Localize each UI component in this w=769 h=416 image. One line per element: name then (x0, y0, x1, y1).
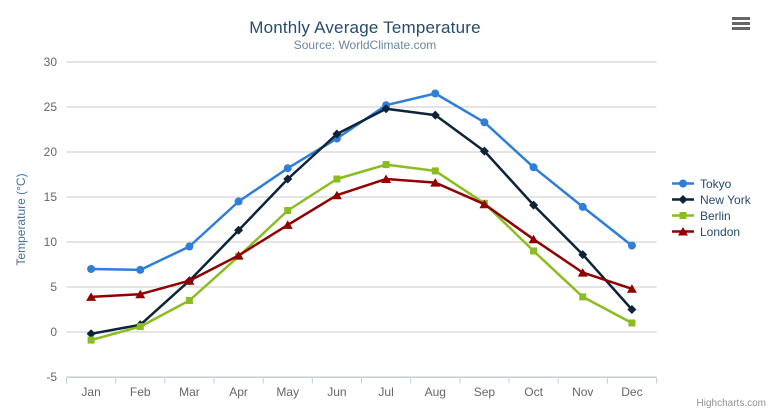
series-line-berlin[interactable] (89, 163, 634, 342)
berlin-point-dec[interactable] (628, 319, 636, 327)
series-new-york (86, 104, 637, 339)
new-york-point-nov[interactable] (578, 250, 588, 260)
london-point-jun[interactable] (331, 190, 342, 200)
circle-legend-icon (672, 179, 694, 188)
series-line-new-york[interactable] (89, 107, 634, 336)
london-point-jul[interactable] (381, 174, 392, 184)
legend-item-berlin[interactable]: Berlin (671, 208, 751, 223)
hamburger-bar (732, 17, 750, 20)
x-axis-label: Jun (327, 385, 346, 399)
new-york-point-may[interactable] (283, 174, 293, 184)
triangle-legend-icon (672, 227, 694, 236)
chart-title: Monthly Average Temperature (249, 18, 481, 37)
london-point-sep[interactable] (479, 199, 490, 209)
berlin-point-nov[interactable] (579, 293, 587, 301)
series-line-london[interactable] (89, 177, 634, 299)
x-axis-label: Feb (130, 385, 151, 399)
legend: Tokyo New York Berlin London (671, 176, 751, 239)
chart-subtitle: Source: WorldClimate.com (293, 38, 437, 52)
tokyo-point-apr[interactable] (234, 197, 243, 206)
london-point-apr[interactable] (233, 251, 244, 260)
series-london (86, 174, 637, 301)
y-axis-label: 0 (50, 325, 57, 339)
series-tokyo (87, 89, 636, 274)
berlin-point-jun[interactable] (333, 175, 341, 183)
y-axis-label: -5 (46, 370, 57, 384)
tokyo-point-mar[interactable] (185, 242, 194, 251)
new-york-point-sep[interactable] (479, 146, 489, 156)
tokyo-point-sep[interactable] (480, 118, 489, 127)
x-axis-label: Mar (179, 385, 200, 399)
y-axis-title: Temperature (°C) (14, 173, 28, 265)
berlin-point-jul[interactable] (382, 161, 390, 169)
berlin-point-aug[interactable] (431, 167, 439, 175)
new-york-point-jan[interactable] (86, 329, 96, 339)
new-york-point-jul[interactable] (381, 104, 391, 114)
hamburger-icon[interactable] (732, 17, 750, 30)
london-point-dec[interactable] (626, 284, 637, 293)
london-point-may[interactable] (282, 220, 293, 229)
y-axis-label: 15 (44, 190, 58, 204)
london-point-oct[interactable] (528, 234, 539, 244)
diamond-legend-marker[interactable] (678, 195, 688, 204)
x-axis-label: Jan (81, 385, 100, 399)
tokyo-point-may[interactable] (283, 164, 292, 173)
tokyo-point-dec[interactable] (627, 241, 636, 250)
series-line-tokyo[interactable] (89, 92, 634, 272)
new-york-point-apr[interactable] (234, 225, 244, 235)
london-point-jan[interactable] (86, 292, 97, 301)
tokyo-point-oct[interactable] (529, 163, 538, 172)
new-york-point-jun[interactable] (332, 129, 342, 139)
legend-item-new-york[interactable]: New York (671, 192, 751, 207)
tokyo-point-aug[interactable] (431, 89, 440, 98)
square-legend-icon (672, 212, 694, 219)
square-legend-marker[interactable] (679, 212, 687, 219)
diamond-legend-icon (672, 195, 694, 204)
circle-legend-marker[interactable] (679, 179, 687, 188)
london-point-nov[interactable] (577, 268, 588, 277)
legend-label: Berlin (700, 208, 731, 223)
london-point-aug[interactable] (430, 178, 441, 187)
y-axis-label: 5 (50, 280, 57, 294)
x-axis-label: Jul (378, 385, 393, 399)
new-york-point-dec[interactable] (627, 305, 637, 314)
x-axis-label: Apr (229, 385, 248, 399)
hamburger-bar (732, 22, 750, 25)
new-york-point-aug[interactable] (430, 110, 440, 120)
credits-link[interactable]: Highcharts.com (696, 398, 766, 409)
legend-label: New York (700, 192, 751, 207)
berlin-point-oct[interactable] (530, 247, 538, 255)
y-axis-label: 25 (44, 100, 58, 114)
x-axis-label: Aug (425, 385, 446, 399)
y-axis-label: 30 (44, 55, 58, 69)
x-axis-label: Nov (572, 385, 593, 399)
tokyo-point-nov[interactable] (578, 202, 587, 211)
legend-label: London (700, 224, 741, 239)
tokyo-point-feb[interactable] (136, 265, 145, 274)
y-axis-label: 20 (44, 145, 58, 159)
tokyo-point-jan[interactable] (87, 265, 96, 273)
berlin-point-jan[interactable] (87, 336, 95, 344)
berlin-point-mar[interactable] (185, 297, 193, 304)
legend-item-london[interactable]: London (671, 224, 751, 239)
x-axis-label: May (276, 385, 299, 399)
london-point-feb[interactable] (135, 289, 146, 299)
hamburger-bar (732, 27, 750, 30)
london-point-mar[interactable] (184, 276, 195, 285)
x-axis-label: Sep (474, 385, 496, 399)
legend-item-tokyo[interactable]: Tokyo (671, 176, 751, 191)
x-axis-label: Dec (621, 385, 642, 399)
legend-label: Tokyo (700, 176, 732, 191)
new-york-point-oct[interactable] (529, 200, 539, 210)
berlin-point-feb[interactable] (136, 323, 144, 331)
triangle-legend-marker[interactable] (678, 227, 688, 236)
x-axis-label: Oct (524, 385, 543, 399)
y-axis-label: 10 (44, 235, 58, 249)
berlin-point-may[interactable] (284, 207, 292, 214)
